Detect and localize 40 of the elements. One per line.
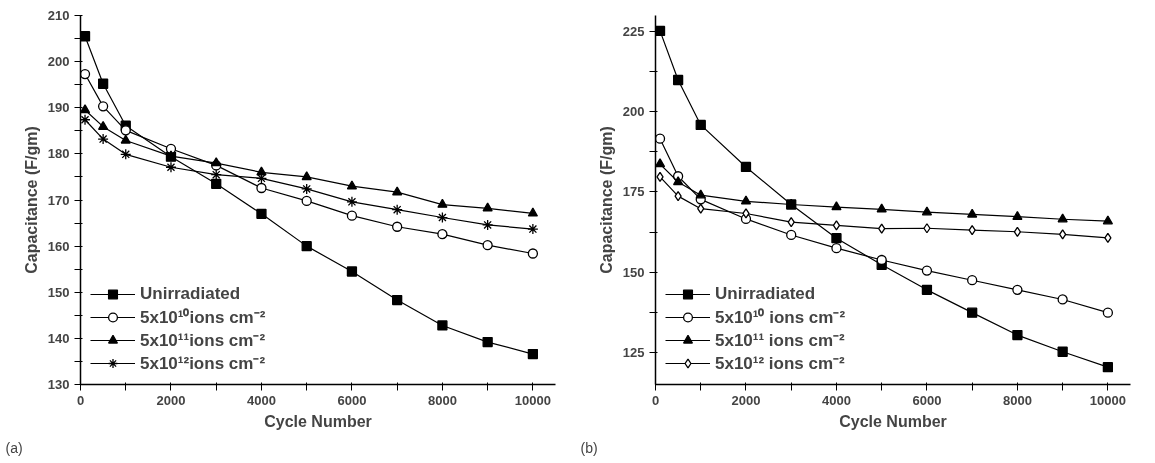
legend-label: 5x10¹⁰ions cm⁻²	[140, 307, 266, 328]
y-tick-label: 200	[622, 104, 645, 120]
x-tick-label: 8000	[427, 392, 457, 408]
y-axis-title: Capacitance (F/gm)	[597, 126, 615, 274]
y-tick-label: 160	[47, 238, 70, 254]
x-tick-label: 6000	[337, 392, 367, 408]
x-tick-label: 10000	[1089, 392, 1126, 408]
legend-label: 5x10¹¹ ions cm⁻²	[715, 330, 845, 351]
y-tick-label: 170	[47, 192, 70, 208]
x-tick-label: 6000	[912, 392, 942, 408]
x-tick-label: 4000	[246, 392, 276, 408]
text: (a)	[5, 439, 23, 456]
legend-label: 5x10¹⁰ ions cm⁻²	[715, 307, 846, 328]
x-tick-label: 2000	[731, 392, 761, 408]
text: (b)	[580, 439, 598, 456]
y-tick-label: 140	[47, 330, 70, 346]
x-tick-label: 0	[651, 392, 660, 408]
x-tick-label: 10000	[514, 392, 551, 408]
y-tick-label: 225	[622, 24, 645, 40]
x-tick-label: 8000	[1002, 392, 1032, 408]
x-axis-title: Cycle Number	[839, 412, 947, 430]
y-tick-label: 175	[622, 184, 645, 200]
y-tick-label: 210	[47, 8, 70, 23]
x-tick-label: 2000	[156, 392, 186, 408]
y-axis-title: Capacitance (F/gm)	[22, 126, 40, 274]
y-tick-label: 200	[47, 54, 70, 70]
legend-label: 5x10¹²ions cm⁻²	[140, 353, 266, 374]
legend-label: Unirradiated	[715, 283, 816, 305]
x-axis-title: Cycle Number	[264, 412, 372, 430]
x-tick-label: 4000	[821, 392, 851, 408]
y-tick-label: 150	[622, 264, 645, 280]
y-tick-label: 125	[622, 344, 645, 360]
legend-label: 5x10¹² ions cm⁻²	[715, 353, 845, 374]
x-tick-label: 0	[76, 392, 85, 408]
legend-label: Unirradiated	[140, 283, 241, 305]
y-tick-label: 190	[47, 100, 70, 116]
legend-label: 5x10¹¹ions cm⁻²	[140, 330, 266, 351]
y-tick-label: 150	[47, 284, 70, 300]
y-tick-label: 130	[47, 377, 70, 392]
y-tick-label: 180	[47, 146, 70, 162]
